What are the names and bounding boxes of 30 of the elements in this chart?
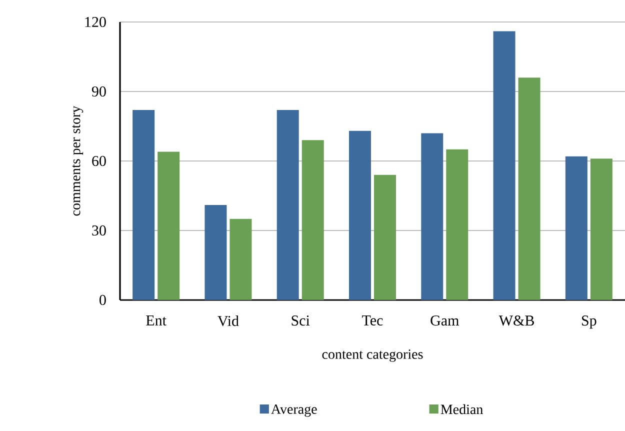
x-axis-title: content categories (322, 350, 423, 362)
legend-label: Median (440, 404, 483, 414)
bar (132, 110, 155, 300)
bar (590, 158, 612, 300)
bar (230, 218, 252, 300)
y-tick-label: 90 (92, 86, 106, 97)
bar (302, 140, 324, 300)
y-tick-label: 60 (92, 156, 106, 166)
bar (374, 174, 396, 300)
x-tick-label: Sp (582, 316, 596, 329)
legend-label: Average (271, 404, 317, 417)
x-tick-label: Ent (146, 316, 166, 326)
y-tick-label: 30 (92, 225, 106, 236)
bar (204, 205, 227, 300)
x-tick-label: Sci (292, 316, 310, 326)
bar (493, 31, 516, 300)
x-tick-label: Tec (362, 316, 383, 326)
bar (421, 133, 444, 300)
x-tick-label: Gam (430, 316, 459, 326)
x-tick-label: Vid (218, 316, 239, 326)
bar (158, 152, 180, 300)
bar (348, 130, 371, 300)
bar (518, 78, 540, 300)
y-tick-label: 120 (85, 16, 106, 28)
bar (446, 149, 468, 300)
bar (276, 110, 299, 300)
y-axis-title: comments per story (72, 106, 84, 216)
bar (565, 156, 588, 300)
x-tick-label: W&B (498, 316, 534, 326)
y-tick-label: 0 (100, 294, 106, 306)
